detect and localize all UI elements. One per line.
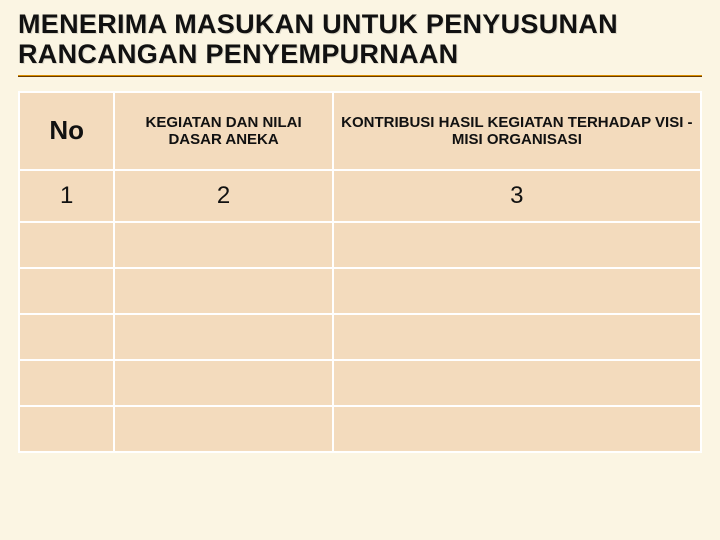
table-row [19,406,701,452]
col-header-no: No [19,92,114,170]
cell-r6-c1 [19,406,114,452]
col-header-kegiatan: KEGIATAN DAN NILAI DASAR ANEKA [114,92,332,170]
cell-r4-c3 [333,314,701,360]
title-line-2: RANCANGAN PENYEMPURNAAN [18,39,458,69]
table-header-row: No KEGIATAN DAN NILAI DASAR ANEKA KONTRI… [19,92,701,170]
page-title: MENERIMA MASUKAN UNTUK PENYUSUNAN RANCAN… [18,10,702,69]
cell-r6-c3 [333,406,701,452]
cell-r2-c3 [333,222,701,268]
col-header-kontribusi: KONTRIBUSI HASIL KEGIATAN TERHADAP VISI … [333,92,701,170]
cell-r5-c2 [114,360,332,406]
cell-r5-c1 [19,360,114,406]
cell-r6-c2 [114,406,332,452]
table-row [19,268,701,314]
table-row [19,314,701,360]
title-line-1: MENERIMA MASUKAN UNTUK PENYUSUNAN [18,9,618,39]
table-row [19,360,701,406]
cell-r3-c3 [333,268,701,314]
cell-r3-c2 [114,268,332,314]
cell-r2-c1 [19,222,114,268]
input-table: No KEGIATAN DAN NILAI DASAR ANEKA KONTRI… [18,91,702,453]
cell-r4-c2 [114,314,332,360]
cell-r5-c3 [333,360,701,406]
cell-r3-c1 [19,268,114,314]
title-rule [18,75,702,77]
table-container: No KEGIATAN DAN NILAI DASAR ANEKA KONTRI… [18,91,702,453]
cell-r1-c2: 2 [114,170,332,222]
cell-r4-c1 [19,314,114,360]
cell-r2-c2 [114,222,332,268]
cell-r1-c1: 1 [19,170,114,222]
cell-r1-c3: 3 [333,170,701,222]
table-row: 1 2 3 [19,170,701,222]
table-row [19,222,701,268]
slide: MENERIMA MASUKAN UNTUK PENYUSUNAN RANCAN… [0,0,720,540]
